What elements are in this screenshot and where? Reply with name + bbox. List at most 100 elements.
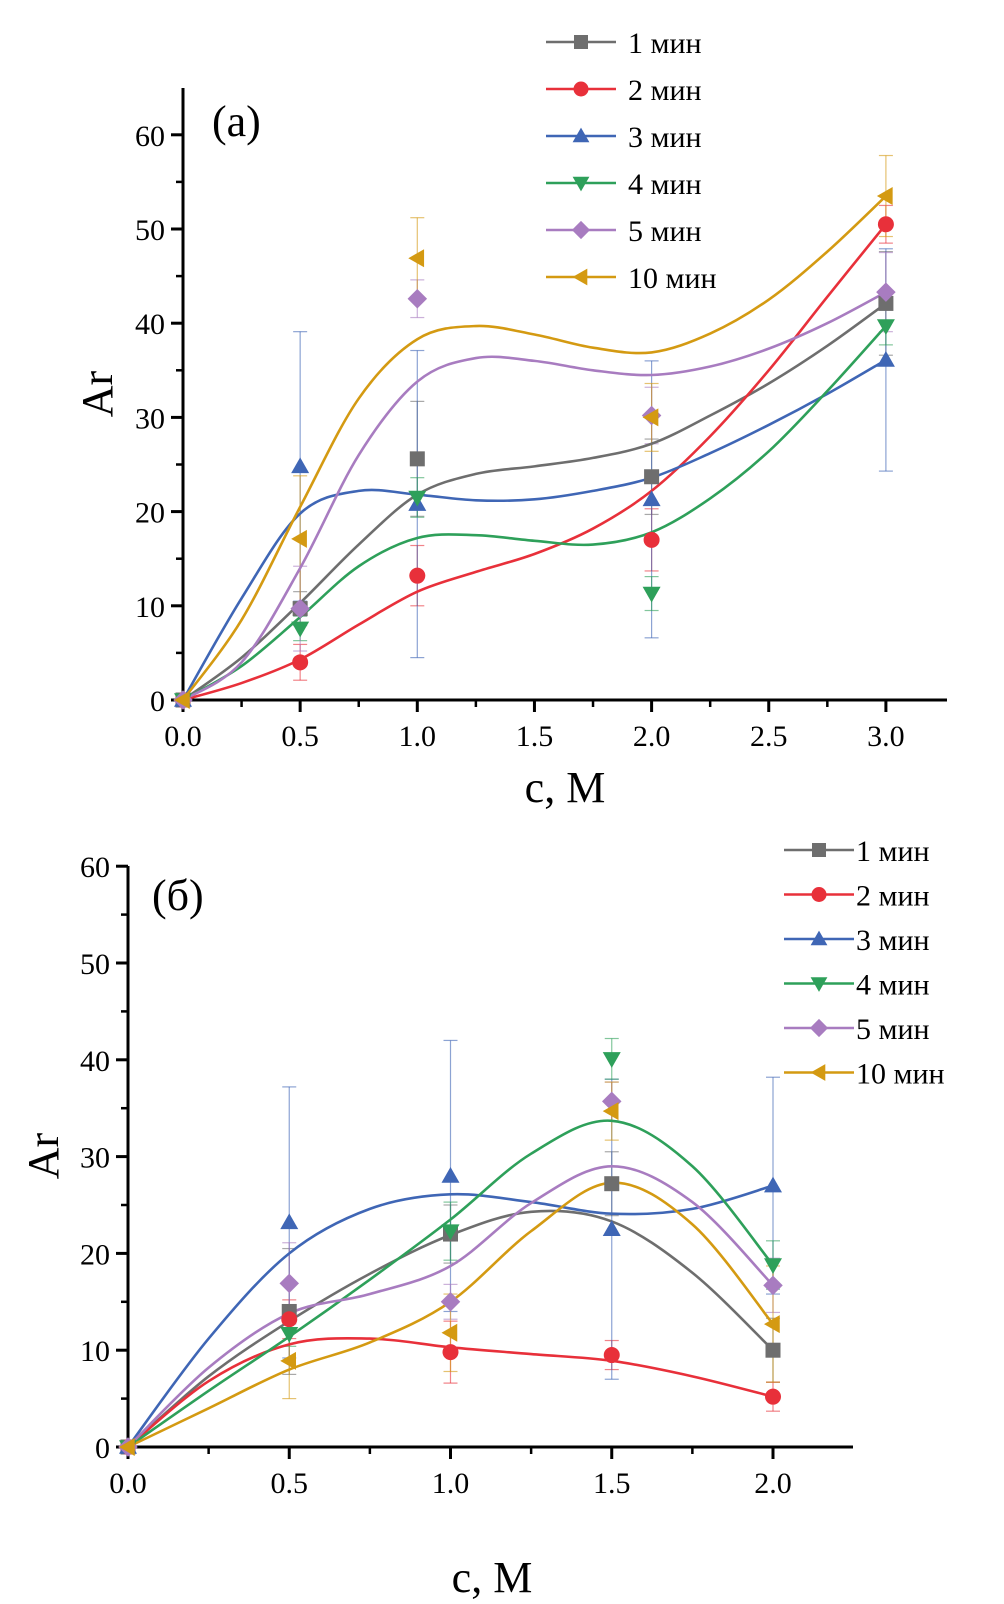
- legend-label: 2 мин: [628, 74, 702, 107]
- x-axis-title: c, M: [452, 1553, 533, 1602]
- legend-marker: [573, 81, 589, 97]
- data-point: [642, 490, 661, 507]
- y-tick-label: 0: [95, 1432, 110, 1465]
- data-point: [602, 1052, 621, 1068]
- legend-item: 10 мин: [784, 1058, 945, 1091]
- data-markers: [118, 1052, 783, 1457]
- legend-item: 2 мин: [784, 880, 930, 913]
- y-tick-label: 50: [135, 214, 165, 247]
- legend-item: 10 мин: [546, 262, 717, 295]
- fit-line-6: [181, 195, 887, 701]
- data-point: [407, 288, 428, 309]
- data-point: [291, 529, 307, 548]
- legend-item: 1 мин: [784, 835, 930, 868]
- legend-marker: [810, 930, 828, 946]
- x-tick-label: 2.5: [750, 720, 788, 753]
- x-tick-label: 1.5: [516, 720, 554, 753]
- chart-panel-a: (a) Ar c, M 0.0 0.5 1.0 1.5 2.0 2.5 3.0 0 10 20 30…: [73, 27, 947, 812]
- data-point: [602, 1220, 621, 1236]
- x-tick-label: 1.5: [593, 1467, 631, 1500]
- legend-marker: [810, 977, 828, 992]
- legend-label: 4 мин: [628, 168, 702, 201]
- y-tick-label: 60: [135, 120, 165, 153]
- data-point: [876, 350, 895, 367]
- data-point: [876, 319, 895, 336]
- legend-marker: [572, 176, 590, 192]
- data-point: [763, 1275, 783, 1296]
- y-tick-label: 10: [80, 1335, 110, 1368]
- legend-label: 4 мин: [856, 969, 930, 1002]
- data-point: [280, 1351, 296, 1370]
- data-point: [764, 1258, 782, 1275]
- x-tick-label: 1.0: [432, 1467, 470, 1500]
- data-point: [876, 282, 896, 302]
- legend-label: 3 мин: [856, 924, 930, 957]
- x-tick-label: 2.0: [633, 720, 671, 753]
- data-point: [408, 490, 427, 507]
- fit-line-5: [127, 1164, 774, 1448]
- legend-item: 3 мин: [784, 924, 930, 957]
- legend-marker: [572, 268, 588, 286]
- legend-marker: [811, 887, 827, 902]
- fit-line-4: [127, 1119, 775, 1449]
- data-point: [279, 1273, 299, 1294]
- data-point: [644, 469, 660, 485]
- legend: 1 мин 2 мин 3 мин 4 мин 5 мин 10 мин: [784, 835, 945, 1091]
- legend-item: 2 мин: [546, 74, 702, 107]
- legend-label: 1 мин: [628, 27, 702, 60]
- data-point: [643, 531, 660, 548]
- data-point: [441, 1224, 460, 1241]
- x-tick-label: 0.5: [271, 1467, 309, 1500]
- data-markers: [173, 187, 896, 710]
- fit-line-5: [182, 290, 887, 702]
- y-tick-label: 50: [80, 948, 110, 981]
- data-point: [291, 457, 310, 474]
- legend-marker: [574, 35, 588, 49]
- y-tick-label: 30: [135, 402, 165, 435]
- data-point: [876, 187, 893, 206]
- y-tick-label: 40: [135, 308, 165, 341]
- x-axis-title: c, M: [525, 763, 606, 812]
- data-point: [290, 598, 310, 619]
- panel-label: (б): [152, 871, 204, 920]
- legend-label: 10 мин: [856, 1058, 945, 1091]
- data-point: [764, 1315, 780, 1334]
- y-tick-label: 30: [80, 1142, 110, 1175]
- axes: 0.0 0.5 1.0 1.5 2.0 0 10 20 30 40 50 60: [80, 851, 853, 1500]
- fit-line-3: [126, 1184, 774, 1448]
- y-tick-label: 40: [80, 1045, 110, 1078]
- y-axis-title: Ar: [73, 370, 122, 417]
- data-point: [409, 451, 425, 467]
- fit-curves: [181, 195, 887, 702]
- data-point: [408, 249, 425, 268]
- legend-label: 2 мин: [856, 880, 930, 913]
- data-point: [878, 295, 894, 311]
- y-tick-label: 10: [135, 591, 165, 624]
- y-tick-label: 20: [135, 497, 165, 530]
- data-point: [765, 1388, 781, 1405]
- y-axis-title: Ar: [19, 1132, 68, 1179]
- data-point: [280, 1213, 299, 1230]
- data-point: [119, 1438, 135, 1456]
- legend-marker: [810, 1064, 826, 1081]
- legend-label: 3 мин: [628, 121, 702, 154]
- panel-label: (a): [212, 97, 261, 146]
- legend-item: 4 мин: [784, 969, 930, 1002]
- data-point: [281, 1311, 298, 1328]
- data-point: [291, 621, 310, 638]
- data-point: [602, 1102, 619, 1121]
- data-point: [765, 1342, 781, 1358]
- data-point: [642, 408, 659, 427]
- x-tick-label: 0.0: [109, 1467, 147, 1500]
- legend-item: 1 мин: [546, 27, 702, 60]
- legend-label: 1 мин: [856, 835, 930, 868]
- axes: 0.0 0.5 1.0 1.5 2.0 2.5 3.0 0 10 20 30 40 50 60: [135, 88, 947, 753]
- legend-label: 5 мин: [628, 215, 702, 248]
- legend-item: 3 мин: [546, 121, 702, 154]
- legend-marker: [571, 220, 591, 240]
- legend-marker: [812, 843, 826, 857]
- data-point: [441, 1323, 458, 1342]
- legend: 1 мин 2 мин 3 мин 4 мин 5 мин 10 мин: [546, 27, 717, 295]
- data-point: [440, 1292, 461, 1312]
